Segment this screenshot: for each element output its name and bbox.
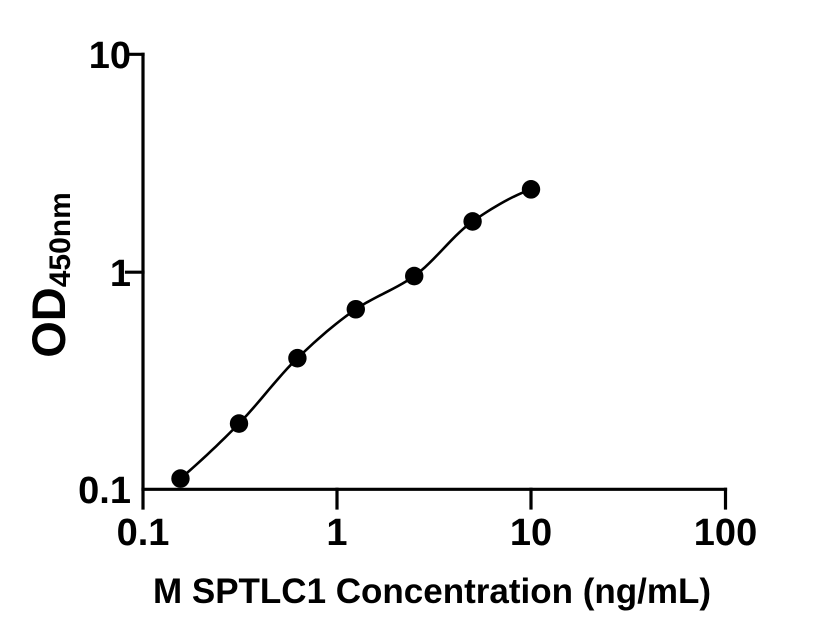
svg-text:0.1: 0.1 (78, 470, 131, 512)
svg-text:100: 100 (694, 512, 757, 554)
svg-text:10: 10 (89, 35, 131, 77)
svg-text:0.1: 0.1 (117, 512, 170, 554)
svg-text:1: 1 (110, 253, 131, 295)
svg-text:M SPTLC1 Concentration (ng/mL): M SPTLC1 Concentration (ng/mL) (153, 572, 711, 611)
svg-text:10: 10 (510, 512, 552, 554)
svg-text:1: 1 (326, 512, 347, 554)
